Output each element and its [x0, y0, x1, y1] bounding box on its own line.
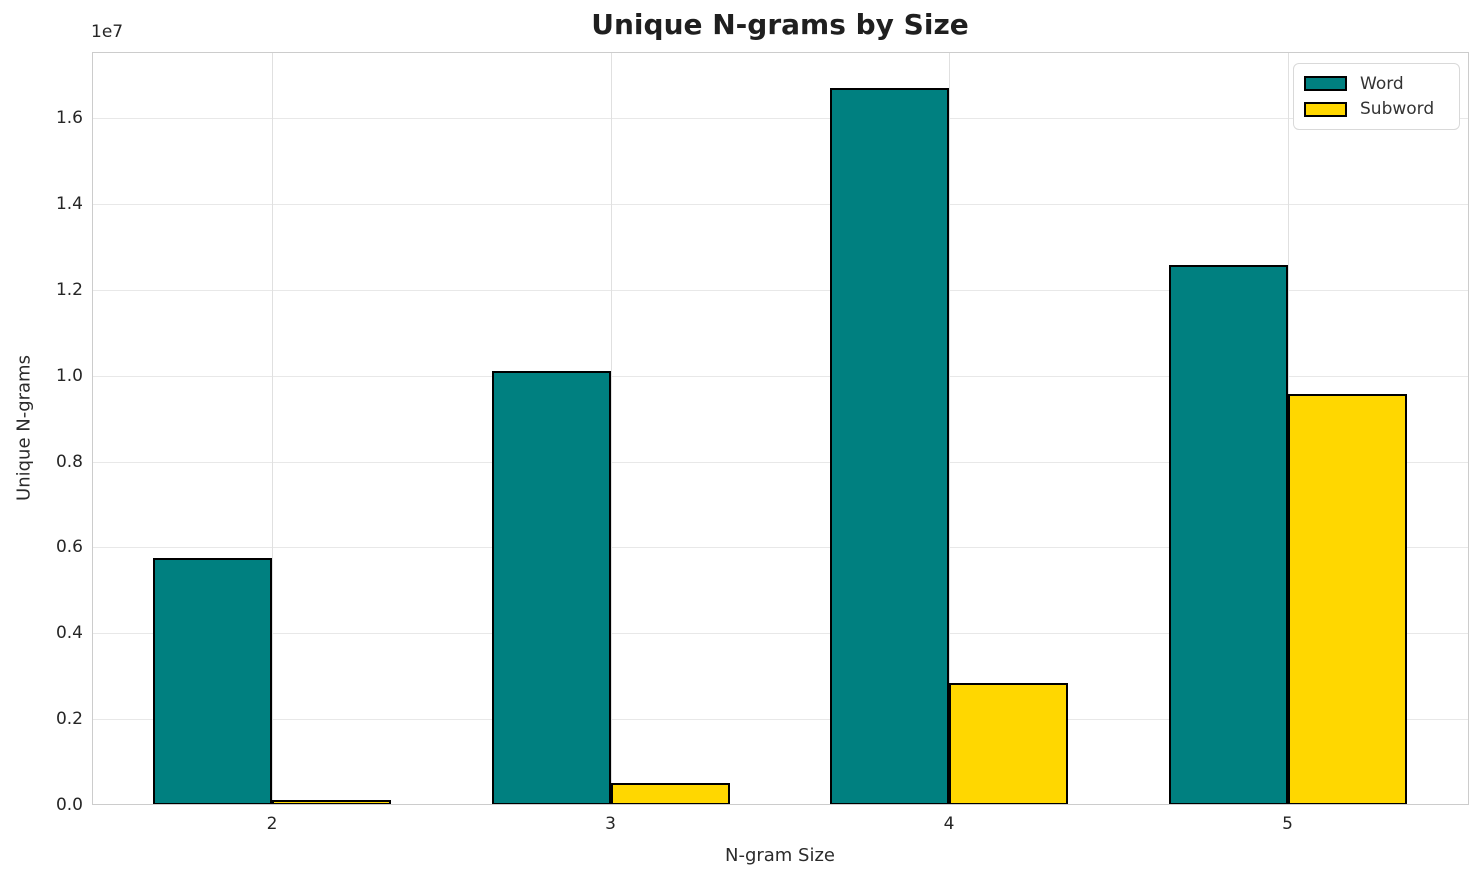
y-tick-label: 0.6	[55, 537, 83, 558]
y-gridline	[91, 118, 1469, 120]
y-tick-label: 0.0	[55, 795, 83, 815]
word-bar-ngram-4	[830, 88, 949, 805]
subword-bar-ngram-3	[610, 783, 730, 805]
y-gridline	[91, 375, 1469, 377]
x-tick-label: 3	[605, 814, 616, 834]
y-gridline	[91, 719, 1469, 721]
y-tick-label: 1.6	[55, 108, 83, 129]
x-tick-label: 4	[943, 814, 955, 834]
y-tick-label: 0.2	[55, 709, 83, 730]
word-bar-ngram-3	[491, 371, 611, 805]
y-tick-label: 1.4	[55, 193, 83, 214]
chart-title: Unique N-grams by Size	[591, 8, 969, 41]
x-tick-label: 2	[266, 814, 278, 834]
subword-bar-ngram-4	[949, 683, 1068, 805]
y-axis-offset-label: 1e7	[91, 22, 124, 42]
x-gridline	[949, 52, 950, 805]
legend-label-word: Word	[1360, 73, 1404, 94]
subword-bar-ngram-5	[1287, 393, 1407, 805]
legend-label-subword: Subword	[1360, 99, 1435, 120]
y-gridline	[91, 289, 1469, 291]
y-tick-label: 1.2	[55, 279, 83, 300]
legend-item-subword: Subword	[1304, 99, 1449, 119]
x-axis-title: N-gram Size	[724, 845, 836, 866]
legend: Word Subword	[1293, 63, 1460, 130]
word-bar-ngram-2	[153, 557, 272, 805]
subword-series-swatch	[1304, 101, 1347, 117]
y-tick-label: 0.4	[55, 623, 83, 644]
y-gridline	[91, 633, 1469, 635]
word-series-swatch	[1304, 76, 1347, 92]
y-gridline	[91, 461, 1469, 463]
x-gridline	[272, 52, 273, 805]
y-tick-label: 1.0	[55, 365, 83, 386]
y-axis-title: Unique N-grams	[13, 355, 35, 501]
y-gridline	[91, 203, 1469, 205]
y-tick-label: 0.8	[55, 451, 83, 472]
legend-item-word: Word	[1304, 74, 1449, 94]
y-gridline	[91, 547, 1469, 549]
x-tick-label: 5	[1282, 814, 1293, 834]
word-bar-ngram-5	[1168, 264, 1288, 805]
x-gridline	[610, 52, 612, 805]
subword-bar-ngram-2	[272, 800, 391, 805]
